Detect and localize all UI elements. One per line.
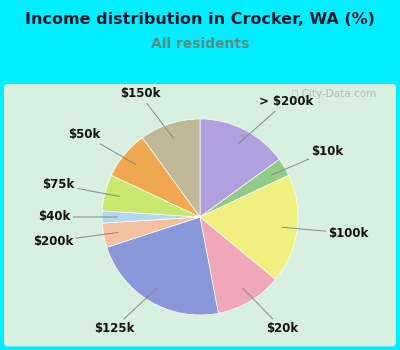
- FancyBboxPatch shape: [4, 84, 396, 346]
- Wedge shape: [102, 211, 200, 223]
- Text: $100k: $100k: [282, 227, 368, 240]
- Wedge shape: [102, 175, 200, 217]
- Text: All residents: All residents: [151, 37, 249, 51]
- Text: $125k: $125k: [94, 288, 157, 335]
- Wedge shape: [102, 217, 200, 247]
- Wedge shape: [200, 217, 276, 313]
- Wedge shape: [200, 159, 289, 217]
- Text: > $200k: > $200k: [238, 95, 313, 144]
- Wedge shape: [200, 175, 298, 279]
- Text: Income distribution in Crocker, WA (%): Income distribution in Crocker, WA (%): [25, 12, 375, 27]
- Wedge shape: [142, 119, 200, 217]
- Text: ⓘ City-Data.com: ⓘ City-Data.com: [292, 89, 376, 99]
- Text: $40k: $40k: [38, 210, 117, 224]
- Text: $150k: $150k: [120, 88, 174, 138]
- Wedge shape: [200, 119, 279, 217]
- Text: $10k: $10k: [272, 145, 344, 175]
- Wedge shape: [111, 138, 200, 217]
- Wedge shape: [107, 217, 218, 315]
- Text: $200k: $200k: [33, 232, 118, 248]
- Text: $50k: $50k: [68, 128, 136, 164]
- Text: $75k: $75k: [42, 178, 120, 196]
- Text: $20k: $20k: [243, 288, 298, 335]
